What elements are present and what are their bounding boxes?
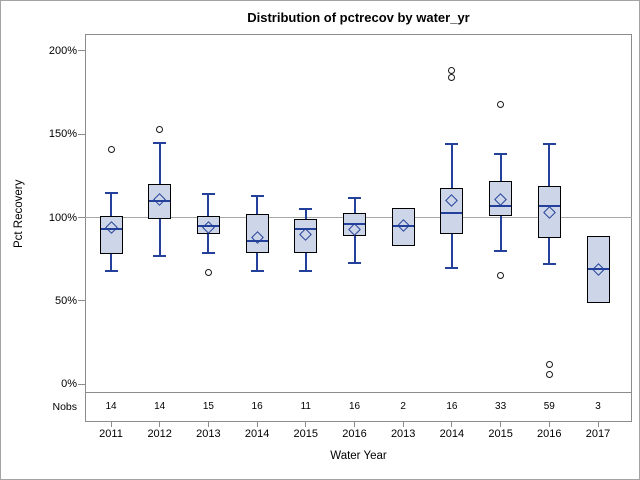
outlier-point bbox=[497, 272, 505, 280]
x-category-label: 2014 bbox=[244, 428, 270, 440]
x-category-label: 2016 bbox=[342, 428, 367, 440]
whisker-cap-bottom bbox=[299, 269, 313, 272]
nobs-value: 33 bbox=[495, 401, 507, 412]
whisker-cap-bottom bbox=[201, 251, 215, 254]
x-axis-tick bbox=[354, 422, 355, 427]
y-tick-label: 50% bbox=[54, 294, 77, 307]
whisker-cap-bottom bbox=[250, 269, 264, 272]
x-axis-tick bbox=[159, 422, 161, 427]
median-line bbox=[197, 224, 219, 227]
box-iqr bbox=[489, 180, 513, 216]
x-axis-tick bbox=[500, 422, 502, 427]
y-axis-tick bbox=[78, 300, 85, 302]
whisker-cap-bottom bbox=[542, 263, 556, 266]
outlier-point bbox=[545, 360, 553, 368]
whisker-cap-top bbox=[104, 191, 118, 194]
whisker-cap-top bbox=[348, 196, 361, 199]
x-axis-tick bbox=[402, 422, 404, 427]
y-axis-tick bbox=[78, 50, 85, 52]
nobs-value: 16 bbox=[251, 401, 263, 412]
whisker-cap-bottom bbox=[445, 266, 459, 269]
median-line bbox=[441, 211, 463, 214]
outlier-point bbox=[204, 269, 212, 277]
whisker-cap-bottom bbox=[104, 269, 118, 272]
outlier-point bbox=[545, 370, 553, 378]
nobs-value: 11 bbox=[300, 401, 311, 412]
median-line bbox=[100, 228, 122, 231]
outlier-point bbox=[107, 145, 115, 153]
x-axis-tick bbox=[110, 422, 112, 427]
box-iqr bbox=[245, 214, 269, 253]
box-iqr bbox=[440, 187, 464, 235]
x-axis-tick bbox=[597, 422, 599, 427]
x-category-label: 2015 bbox=[488, 428, 513, 440]
y-axis-tick bbox=[78, 217, 85, 219]
chart-title: Distribution of pctrecov by water_yr bbox=[247, 10, 470, 25]
x-category-label: 2015 bbox=[293, 428, 319, 440]
outlier-point bbox=[448, 67, 456, 75]
box-iqr bbox=[294, 219, 318, 253]
median-line bbox=[149, 199, 171, 202]
whisker-cap-top bbox=[299, 208, 313, 211]
y-axis-label: Pct Recovery bbox=[13, 179, 25, 248]
box-iqr bbox=[537, 185, 561, 238]
nobs-value: 3 bbox=[595, 401, 601, 412]
whisker-cap-top bbox=[542, 143, 556, 146]
y-tick-label: 200% bbox=[48, 44, 77, 57]
x-category-label: 2013 bbox=[196, 428, 221, 440]
whisker-cap-top bbox=[445, 143, 459, 146]
x-category-label: 2011 bbox=[99, 428, 123, 440]
whisker-cap-top bbox=[250, 194, 264, 197]
box-iqr bbox=[99, 215, 123, 255]
x-category-label: 2016 bbox=[537, 428, 562, 440]
x-axis-tick bbox=[305, 422, 307, 427]
nobs-band-frame bbox=[85, 393, 632, 422]
nobs-value: 15 bbox=[202, 401, 214, 412]
median-line bbox=[344, 223, 365, 226]
x-category-label: 2013 bbox=[390, 428, 416, 440]
median-line bbox=[392, 224, 414, 227]
outlier-point bbox=[156, 125, 164, 133]
whisker-cap-bottom bbox=[348, 261, 361, 264]
x-axis-tick bbox=[256, 422, 258, 427]
nobs-value: 16 bbox=[348, 401, 361, 412]
whisker-cap-top bbox=[153, 141, 167, 144]
x-category-label: 2014 bbox=[439, 428, 465, 440]
outlier-point bbox=[497, 100, 505, 108]
y-tick-label: 0% bbox=[61, 378, 77, 391]
median-line bbox=[295, 228, 317, 231]
median-line bbox=[246, 239, 268, 242]
nobs-value: 14 bbox=[154, 401, 166, 412]
nobs-value: 16 bbox=[446, 401, 458, 412]
nobs-value: 14 bbox=[105, 401, 117, 412]
y-tick-label: 100% bbox=[48, 211, 77, 224]
nobs-value: 2 bbox=[400, 401, 406, 412]
nobs-row-label: Nobs bbox=[52, 401, 77, 413]
x-category-label: 2012 bbox=[147, 428, 172, 440]
whisker-cap-bottom bbox=[153, 254, 167, 257]
x-axis-tick bbox=[451, 422, 453, 427]
y-axis-tick bbox=[78, 383, 85, 385]
median-line bbox=[587, 268, 609, 271]
x-axis-tick bbox=[207, 422, 209, 427]
y-tick-label: 150% bbox=[48, 128, 77, 141]
median-line bbox=[538, 204, 560, 207]
nobs-value: 59 bbox=[543, 401, 555, 412]
whisker-cap-bottom bbox=[494, 249, 508, 252]
y-axis-tick bbox=[78, 133, 85, 135]
x-axis-tick bbox=[548, 422, 550, 427]
whisker-cap-top bbox=[494, 153, 508, 156]
x-axis-label: Water Year bbox=[330, 450, 387, 462]
whisker-cap-top bbox=[201, 193, 215, 196]
outlier-point bbox=[448, 74, 456, 82]
median-line bbox=[490, 204, 512, 207]
x-category-label: 2017 bbox=[585, 428, 611, 440]
